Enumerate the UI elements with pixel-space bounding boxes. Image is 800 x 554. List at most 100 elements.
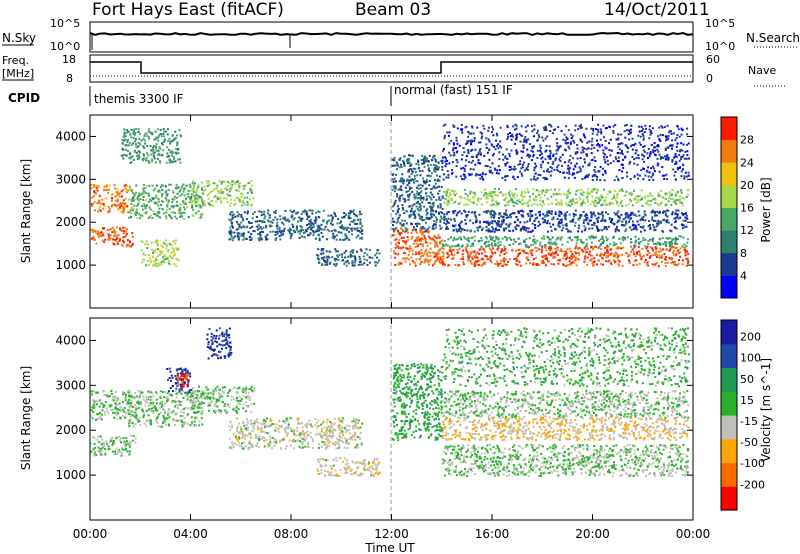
power-cell bbox=[203, 200, 206, 203]
power-cell bbox=[577, 230, 580, 233]
power-cell bbox=[456, 252, 459, 254]
noise-left-label: N.Sky bbox=[2, 31, 36, 45]
power-cell bbox=[581, 149, 584, 152]
power-cell bbox=[585, 196, 588, 199]
power-cell bbox=[499, 241, 502, 244]
power-cell bbox=[404, 260, 407, 263]
power-cell bbox=[154, 263, 156, 266]
power-cell bbox=[235, 228, 238, 231]
power-cell bbox=[332, 235, 335, 237]
power-cell bbox=[644, 259, 647, 261]
power-cell bbox=[621, 177, 624, 179]
power-cell bbox=[139, 151, 141, 154]
power-cell bbox=[599, 247, 602, 250]
power-cell bbox=[307, 215, 310, 218]
power-cell bbox=[446, 204, 449, 207]
power-cell bbox=[276, 221, 279, 224]
power-cell bbox=[445, 225, 448, 228]
power-cell bbox=[172, 254, 175, 257]
power-cell bbox=[667, 158, 670, 161]
power-cell bbox=[552, 153, 555, 156]
power-cell bbox=[600, 196, 602, 198]
power-cell bbox=[677, 168, 679, 171]
power-cell bbox=[260, 227, 263, 230]
power-cell bbox=[667, 200, 670, 203]
power-cell bbox=[415, 205, 418, 208]
power-cell bbox=[643, 150, 646, 153]
power-cell bbox=[434, 168, 437, 170]
power-cell bbox=[652, 242, 655, 245]
power-cell bbox=[231, 210, 234, 213]
power-cell bbox=[485, 197, 487, 200]
power-cell bbox=[614, 260, 617, 263]
power-cell bbox=[305, 212, 308, 215]
power-cell bbox=[351, 261, 354, 264]
power-cell bbox=[659, 247, 662, 250]
power-cell bbox=[622, 166, 625, 169]
power-cell bbox=[628, 261, 631, 264]
power-cell bbox=[121, 142, 124, 145]
power-cell bbox=[559, 238, 562, 241]
power-cell bbox=[524, 126, 527, 129]
power-cell bbox=[507, 136, 510, 139]
power-cell bbox=[672, 251, 674, 254]
power-cell bbox=[257, 237, 260, 240]
power-cell bbox=[547, 214, 550, 217]
power-cell bbox=[527, 163, 530, 165]
power-cell bbox=[426, 217, 429, 220]
power-cell bbox=[442, 197, 445, 200]
power-cell bbox=[480, 137, 483, 140]
power-cell bbox=[361, 232, 364, 235]
power-cell bbox=[306, 218, 309, 221]
power-cell bbox=[658, 126, 661, 129]
power-cell bbox=[445, 192, 448, 195]
power-cell bbox=[432, 204, 435, 207]
power-cell bbox=[461, 253, 464, 256]
power-cell bbox=[578, 224, 581, 227]
power-cell bbox=[332, 216, 334, 219]
power-cell bbox=[462, 147, 465, 150]
power-cell bbox=[126, 129, 128, 132]
power-cell bbox=[453, 245, 456, 248]
power-cell bbox=[676, 250, 679, 253]
power-cell bbox=[408, 179, 411, 182]
power-cell bbox=[601, 203, 604, 206]
power-cell bbox=[613, 197, 616, 200]
power-cell bbox=[469, 173, 472, 176]
power-cell bbox=[525, 252, 528, 254]
power-cell bbox=[566, 264, 569, 267]
power-cell bbox=[462, 173, 465, 176]
power-cell bbox=[544, 244, 547, 247]
power-cell bbox=[331, 223, 334, 226]
power-cell bbox=[429, 196, 432, 199]
power-cell bbox=[683, 177, 686, 180]
power-cell bbox=[673, 132, 675, 135]
power-cell bbox=[446, 190, 448, 193]
power-cell bbox=[245, 238, 248, 240]
power-cell bbox=[276, 230, 279, 233]
power-cell bbox=[665, 237, 668, 239]
power-cell bbox=[480, 153, 482, 156]
power-cell bbox=[289, 227, 292, 230]
power-cell bbox=[354, 261, 357, 264]
power-cell bbox=[656, 148, 659, 151]
power-cell bbox=[199, 214, 202, 217]
power-cell bbox=[565, 252, 568, 255]
power-cell bbox=[617, 133, 619, 136]
power-cell bbox=[629, 200, 632, 203]
power-cell bbox=[491, 238, 494, 241]
power-cell bbox=[526, 148, 529, 151]
power-cell bbox=[511, 201, 514, 204]
power-cell bbox=[406, 184, 409, 187]
power-cell bbox=[631, 204, 634, 207]
power-cell bbox=[168, 214, 171, 217]
power-cell bbox=[432, 196, 435, 199]
power-cell bbox=[289, 209, 292, 212]
power-cell bbox=[592, 213, 595, 216]
power-cell bbox=[548, 222, 551, 225]
power-cell bbox=[409, 192, 412, 195]
power-cell bbox=[515, 263, 517, 265]
power-cell bbox=[504, 247, 507, 250]
power-cell bbox=[543, 237, 546, 240]
power-cell bbox=[476, 203, 478, 206]
